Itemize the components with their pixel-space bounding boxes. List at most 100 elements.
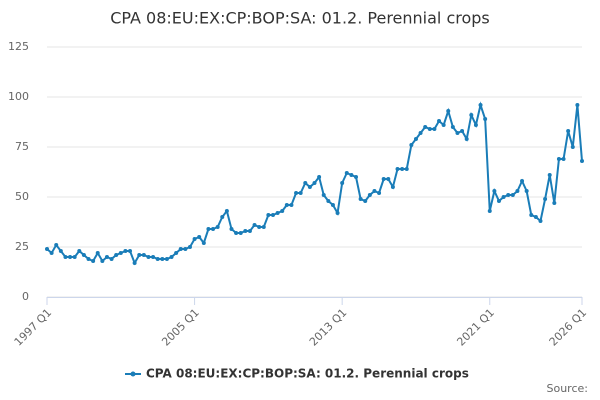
y-tick-label: 100 <box>8 90 29 103</box>
point <box>95 251 100 255</box>
point <box>128 249 133 253</box>
point <box>358 197 363 201</box>
point <box>206 227 211 231</box>
point <box>423 125 428 129</box>
point <box>220 215 225 219</box>
point <box>151 255 156 259</box>
point <box>280 209 285 213</box>
point <box>478 103 483 107</box>
point <box>543 197 548 201</box>
point <box>400 167 405 171</box>
point <box>492 189 497 193</box>
point <box>183 247 188 251</box>
point <box>418 131 423 135</box>
point <box>275 211 280 215</box>
point <box>524 189 529 193</box>
x-tick-label: 2021 Q1 <box>454 306 497 349</box>
point <box>86 257 91 261</box>
point <box>234 231 239 235</box>
point <box>533 215 538 219</box>
point <box>63 255 68 259</box>
point <box>243 229 248 233</box>
point <box>160 257 165 261</box>
point <box>58 249 63 253</box>
point <box>464 137 469 141</box>
point <box>520 179 525 183</box>
point <box>247 229 252 233</box>
point <box>552 201 557 205</box>
point <box>354 175 359 179</box>
point <box>45 247 49 251</box>
point <box>469 113 474 117</box>
y-tick-label: 25 <box>15 240 29 253</box>
point <box>164 257 169 261</box>
point <box>317 175 322 179</box>
point <box>344 171 349 175</box>
point <box>155 257 160 261</box>
point <box>169 255 174 259</box>
legend-label: CPA 08:EU:EX:CP:BOP:SA: 01.2. Perennial … <box>146 367 469 381</box>
point <box>215 225 220 229</box>
point <box>68 255 73 259</box>
point <box>556 157 561 161</box>
y-tick-label: 0 <box>22 290 29 303</box>
point <box>118 251 123 255</box>
point <box>450 125 455 129</box>
point <box>141 253 146 257</box>
point <box>294 191 299 195</box>
point <box>303 181 308 185</box>
point <box>330 203 335 207</box>
point <box>386 177 391 181</box>
point <box>307 185 312 189</box>
point <box>483 117 488 121</box>
point <box>437 119 442 123</box>
point <box>284 203 289 207</box>
point <box>261 225 266 229</box>
point <box>432 127 437 131</box>
point <box>270 213 275 217</box>
point <box>312 181 317 185</box>
point <box>501 195 506 199</box>
point <box>381 177 386 181</box>
point <box>460 129 465 133</box>
point <box>137 253 142 257</box>
point <box>104 255 109 259</box>
chart-title: CPA 08:EU:EX:CP:BOP:SA: 01.2. Perennial … <box>110 9 490 28</box>
x-tick-label: 2026 Q1 <box>547 306 590 349</box>
point <box>81 253 86 257</box>
point <box>123 249 128 253</box>
point <box>570 145 575 149</box>
point <box>377 191 382 195</box>
point <box>427 127 432 131</box>
point <box>229 227 234 231</box>
point <box>146 255 151 259</box>
point <box>473 123 478 127</box>
point <box>201 241 206 245</box>
point <box>266 213 271 217</box>
point <box>566 129 571 133</box>
point <box>529 213 534 217</box>
point <box>298 191 303 195</box>
legend-marker <box>130 371 136 377</box>
point <box>224 209 229 213</box>
point <box>192 237 197 241</box>
point <box>252 223 257 227</box>
point <box>409 143 414 147</box>
point <box>49 251 54 255</box>
point <box>395 167 400 171</box>
y-tick-label: 125 <box>8 40 29 53</box>
point <box>257 225 262 229</box>
point <box>289 203 294 207</box>
point <box>197 235 202 239</box>
x-tick-label: 1997 Q1 <box>12 306 55 349</box>
point <box>321 193 326 197</box>
point <box>187 245 192 249</box>
point <box>367 193 372 197</box>
point <box>211 227 216 231</box>
point <box>496 199 501 203</box>
x-tick-label: 2013 Q1 <box>307 306 350 349</box>
point <box>455 131 460 135</box>
point <box>91 259 96 263</box>
x-tick-label: 2005 Q1 <box>159 306 202 349</box>
